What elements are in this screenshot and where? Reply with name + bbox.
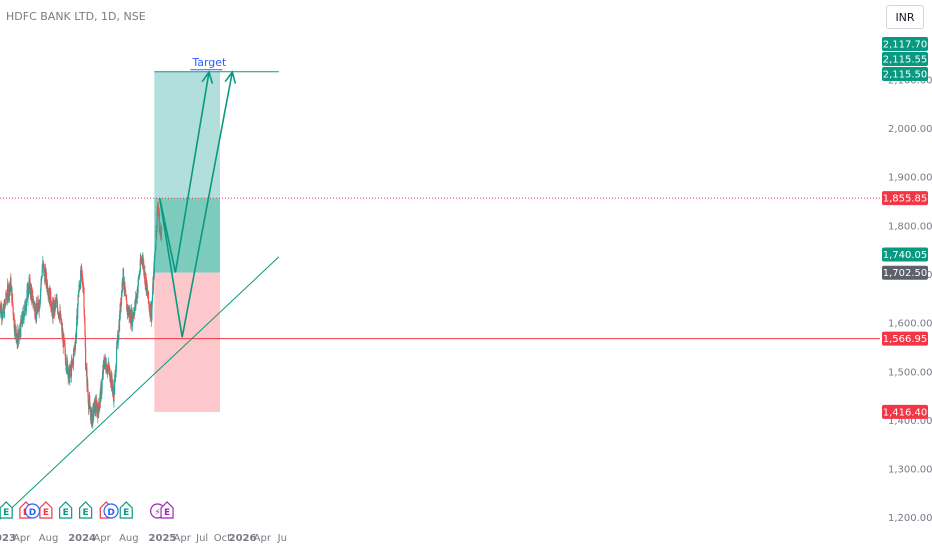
svg-text:1,855.85: 1,855.85	[883, 194, 928, 205]
svg-text:D: D	[107, 508, 114, 518]
event-marker-earnings-good[interactable]: E	[59, 501, 73, 519]
candle	[154, 244, 156, 261]
candle	[149, 303, 152, 322]
y-tick-label: 2,000.00	[888, 124, 932, 135]
svg-text:E: E	[43, 508, 49, 518]
event-marker-earnings-good[interactable]: E	[119, 501, 133, 519]
candle	[76, 315, 78, 335]
price-tag: 2,115.50	[882, 67, 928, 81]
target-label: Target	[191, 56, 227, 69]
event-marker-earnings-good[interactable]: E	[79, 501, 93, 519]
price-tag: 1,566.95	[882, 331, 928, 346]
svg-text:2,117.70: 2,117.70	[883, 40, 928, 51]
y-tick-label: 1,200.00	[888, 513, 932, 524]
svg-text:E: E	[3, 508, 9, 518]
candle	[9, 284, 11, 293]
svg-text:1,566.95: 1,566.95	[883, 334, 928, 345]
x-tick-label: Jul	[195, 533, 208, 544]
price-tag: 1,416.40	[882, 404, 928, 419]
projection-paths	[159, 70, 237, 338]
projection-arrowhead	[201, 70, 214, 84]
x-tick-label: 2023	[0, 533, 16, 544]
svg-text:E: E	[63, 508, 69, 518]
x-tick-label: Apr	[254, 533, 272, 544]
x-tick-label: 2025	[149, 533, 177, 544]
svg-text:2,115.55: 2,115.55	[883, 55, 928, 66]
y-tick-label: 1,500.00	[888, 367, 932, 378]
time-axis: 2023AprAug2024AprAug2025AprJulOct2026Apr…	[0, 533, 287, 544]
x-tick-label: Apr	[174, 533, 192, 544]
svg-text:E: E	[83, 508, 89, 518]
price-tags: 2,117.70 2,115.55 2,115.50 1,855.85 1,740.05…	[882, 37, 928, 419]
candle	[160, 225, 162, 242]
price-tag: 2,117.70	[882, 37, 928, 51]
event-marker-earnings-good[interactable]: E	[0, 501, 13, 519]
svg-text:1,702.50: 1,702.50	[883, 268, 928, 279]
event-markers: EEDEEEEDE⚡E	[0, 501, 174, 519]
svg-text:E: E	[164, 508, 170, 518]
event-marker-dividend[interactable]: D	[103, 503, 119, 519]
x-tick-label: Apr	[93, 533, 111, 544]
svg-text:D: D	[29, 508, 36, 518]
rising-trendline[interactable]	[0, 256, 280, 520]
projection-path-1[interactable]	[159, 71, 210, 273]
chart-title: HDFC BANK LTD, 1D, NSE	[6, 10, 146, 23]
x-tick-label: Apr	[13, 533, 31, 544]
svg-text:⚡: ⚡	[154, 508, 160, 518]
x-tick-label: Aug	[119, 533, 139, 544]
y-tick-label: 1,900.00	[888, 173, 932, 184]
candle	[101, 377, 103, 395]
x-tick-label: 2026	[229, 533, 257, 544]
y-tick-label: 1,800.00	[888, 221, 932, 232]
y-tick-label: 1,400.00	[888, 416, 932, 427]
svg-text:E: E	[123, 508, 129, 518]
price-tag: 2,115.55	[882, 52, 928, 66]
price-tag: 1,702.50	[882, 265, 928, 280]
currency-button[interactable]: INR	[886, 5, 924, 29]
projection-path-2[interactable]	[159, 71, 234, 338]
entry-zone[interactable]	[154, 198, 220, 273]
event-marker-earnings-bad[interactable]: E	[39, 501, 53, 519]
projection-arrowhead	[224, 70, 237, 84]
svg-text:2,115.50: 2,115.50	[883, 70, 928, 81]
stop-zone[interactable]	[154, 272, 220, 412]
drawn-lines	[0, 71, 880, 520]
price-axis: 2,100.002,000.001,900.001,800.001,700.00…	[888, 75, 932, 524]
svg-text:1,416.40: 1,416.40	[883, 407, 928, 418]
price-tag: 1,740.05	[882, 247, 928, 262]
y-tick-label: 1,600.00	[888, 319, 932, 330]
svg-text:1,740.05: 1,740.05	[883, 250, 928, 261]
event-marker-dividend[interactable]: D	[24, 503, 41, 519]
x-tick-label: Oct	[214, 533, 231, 544]
position-zones: Target	[154, 56, 227, 412]
x-tick-label: 2024	[68, 533, 96, 544]
candle	[122, 268, 125, 287]
candles	[0, 201, 162, 429]
price-tag: 1,855.85	[882, 191, 928, 206]
candle	[63, 332, 65, 346]
event-marker-earnings-future[interactable]: E	[160, 501, 174, 519]
candle	[37, 295, 39, 304]
y-tick-label: 1,300.00	[888, 465, 932, 476]
x-tick-label: Ju	[277, 533, 287, 544]
x-tick-label: Aug	[39, 533, 59, 544]
target-zone[interactable]	[154, 71, 220, 199]
